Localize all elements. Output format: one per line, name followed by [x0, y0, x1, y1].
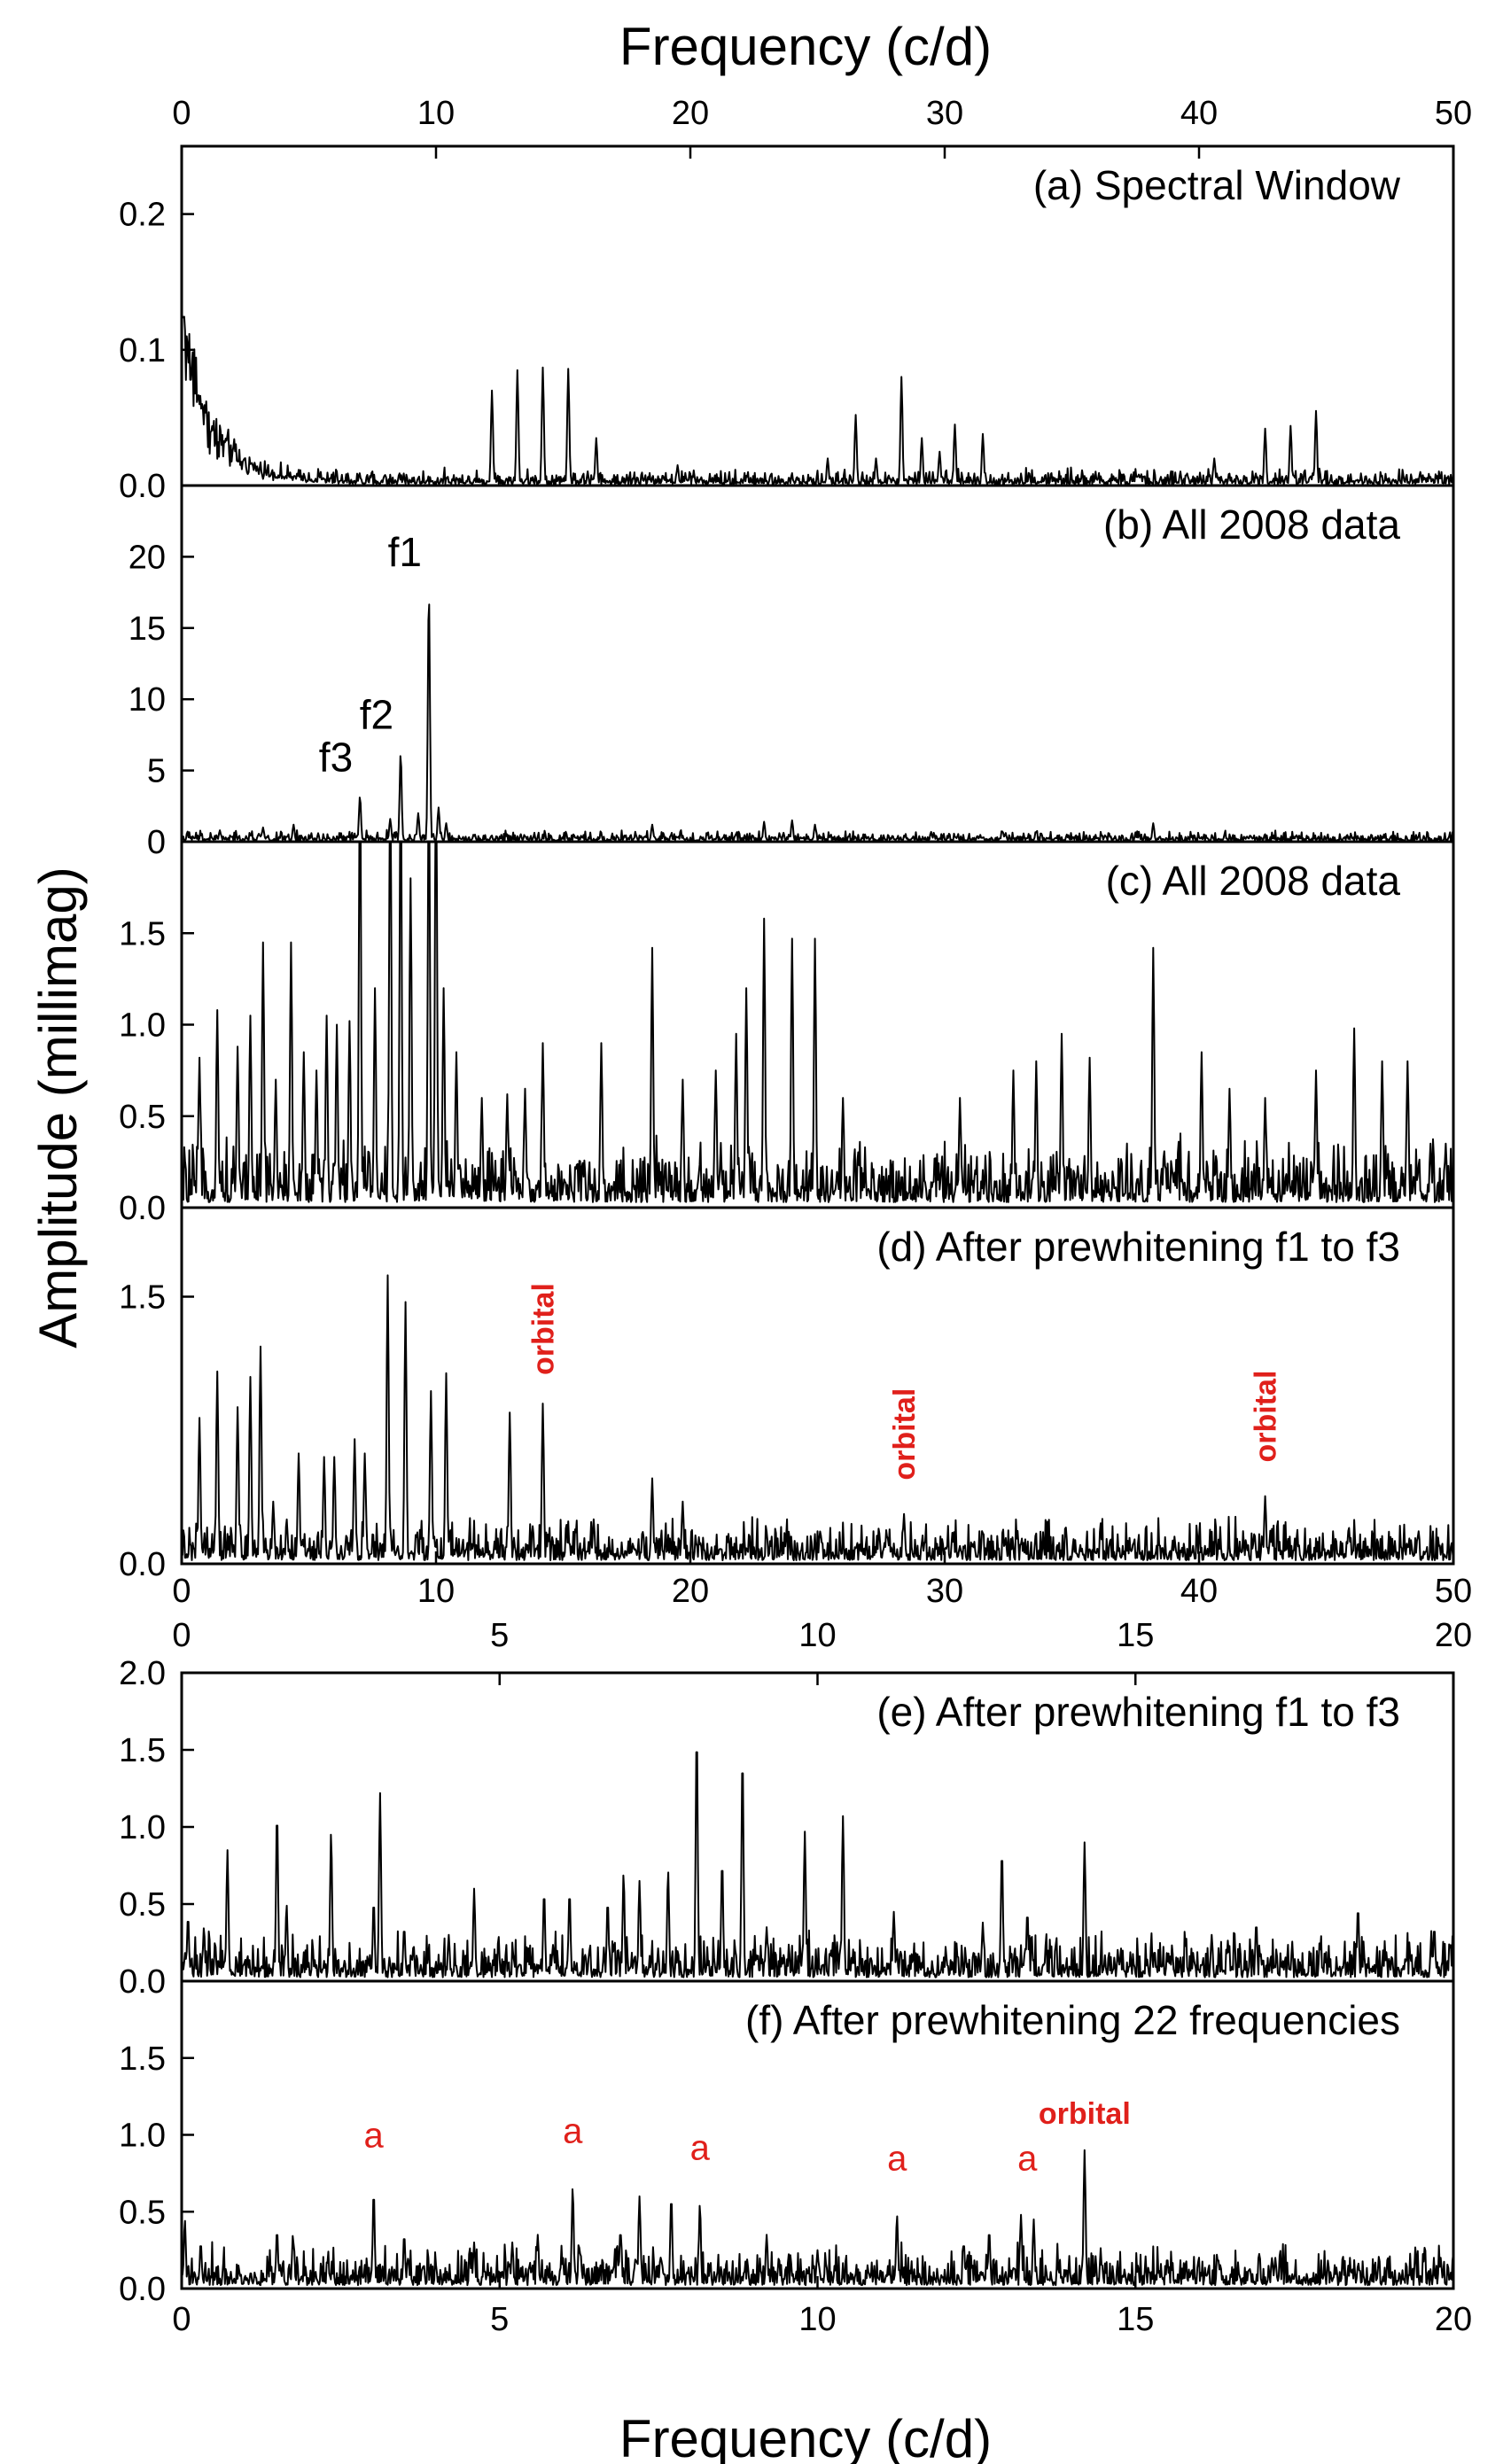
bottom-axis-tick-label-2: 10	[798, 2301, 836, 2338]
peak-label-f2: f2	[360, 691, 393, 737]
y-tick-label-a-0: 0.0	[119, 468, 166, 505]
y-tick-label-b-1: 5	[147, 753, 166, 790]
y-tick-label-b-3: 15	[128, 610, 166, 648]
panel-d-prewhitened-f1-f3: 0.0 1.5 (d) After prewhitening f1 to f3 orb…	[119, 1206, 1455, 1583]
annotation-alias-0: a	[364, 2117, 385, 2156]
y-tick-label-f-0: 0.0	[119, 2271, 166, 2308]
panel-title-c: (c) All 2008 data	[1106, 858, 1401, 904]
annotation-orbital-1: orbital	[888, 1388, 922, 1481]
y-tick-label-f-3: 1.5	[119, 2040, 166, 2078]
mid-upper-axis-tick-label-1: 10	[417, 1573, 455, 1610]
annotation-alias-4: a	[1017, 2140, 1038, 2179]
y-tick-label-f-1: 0.5	[119, 2194, 166, 2231]
y-tick-label-b-2: 10	[128, 681, 166, 719]
top-axis-tick-label-0: 0	[172, 95, 191, 132]
mid-lower-axis-tick-label-0: 0	[172, 1617, 191, 1654]
mid-upper-axis-tick-label-0: 0	[172, 1573, 191, 1610]
y-tick-label-e-2: 1.0	[119, 1809, 166, 1846]
bottom-axis-tick-label-1: 5	[490, 2301, 509, 2338]
peak-label-f3: f3	[319, 735, 353, 781]
mid-upper-axis-tick-label-3: 30	[926, 1573, 963, 1610]
mid-upper-axis-tick-label-2: 20	[672, 1573, 709, 1610]
peak-label-f1: f1	[388, 529, 422, 575]
shared-frequency-axes: 0 10 20 30 40 50 0 10 20 30 40 50 0 5 10 15 20 0 5 10 15 20	[172, 95, 1472, 2338]
spectrum-line-e	[182, 1751, 1453, 1978]
top-axis-tick-label-1: 10	[417, 95, 455, 132]
y-tick-label-a-1: 0.1	[119, 332, 166, 369]
y-tick-label-c-2: 1.0	[119, 1007, 166, 1045]
panel-title-e: (e) After prewhitening f1 to f3	[876, 1689, 1400, 1735]
y-tick-label-c-1: 0.5	[119, 1099, 166, 1136]
mid-upper-axis-tick-label-4: 40	[1180, 1573, 1218, 1610]
bottom-axis-title: Frequency (c/d)	[619, 2409, 992, 2464]
panel-c-all-2008-data-zoom: 0.0 0.5 1.0 1.5 (c) All 2008 data	[119, 840, 1455, 1227]
y-tick-label-e-3: 1.5	[119, 1732, 166, 1769]
spectrum-line-a	[182, 311, 1453, 486]
annotation-orbital-5: orbital	[1039, 2097, 1131, 2131]
y-tick-label-e-0: 0.0	[119, 1963, 166, 2001]
spectrum-line-d	[182, 1274, 1453, 1561]
y-tick-label-c-3: 1.5	[119, 915, 166, 952]
y-tick-label-e-1: 0.5	[119, 1886, 166, 1924]
mid-upper-axis-tick-label-5: 50	[1435, 1573, 1472, 1610]
y-tick-label-f-2: 1.0	[119, 2118, 166, 2155]
mid-lower-axis-tick-label-2: 10	[798, 1617, 836, 1654]
spectrum-line-c	[182, 842, 1453, 1203]
mid-lower-axis-tick-label-3: 15	[1117, 1617, 1154, 1654]
bottom-axis-tick-label-4: 20	[1435, 2301, 1472, 2338]
mid-lower-axis-tick-label-4: 20	[1435, 1617, 1472, 1654]
mid-lower-axis-tick-label-1: 5	[490, 1617, 509, 1654]
panel-title-f: (f) After prewhitening 22 frequencies	[745, 1997, 1400, 2043]
panel-title-b: (b) All 2008 data	[1103, 501, 1400, 548]
annotation-alias-1: a	[563, 2111, 583, 2150]
y-tick-label-d-1: 1.5	[119, 1279, 166, 1317]
panel-title-a: (a) Spectral Window	[1033, 162, 1401, 208]
y-axis-title: Amplitude (millimag)	[28, 867, 88, 1348]
top-axis-title: Frequency (c/d)	[619, 17, 992, 76]
bottom-axis-tick-label-3: 15	[1117, 2301, 1154, 2338]
top-axis-tick-label-4: 40	[1180, 95, 1218, 132]
bottom-axis-tick-label-0: 0	[172, 2301, 191, 2338]
y-tick-label-d-0: 0.0	[119, 1546, 166, 1583]
y-tick-label-b-0: 0	[147, 824, 166, 861]
annotation-orbital-0: orbital	[527, 1283, 561, 1375]
top-axis-tick-label-5: 50	[1435, 95, 1472, 132]
annotation-alias-2: a	[690, 2129, 711, 2168]
top-axis-tick-label-3: 30	[926, 95, 963, 132]
panel-frame-d	[180, 1206, 1455, 1566]
annotation-alias-3: a	[887, 2140, 907, 2179]
y-tick-label-b-4: 20	[128, 539, 166, 576]
annotation-orbital-2: orbital	[1250, 1371, 1283, 1463]
spectrum-line-f	[182, 2149, 1453, 2287]
y-tick-label-e-4: 2.0	[119, 1655, 166, 1692]
panel-title-d: (d) After prewhitening f1 to f3	[876, 1224, 1400, 1270]
y-tick-label-a-2: 0.2	[119, 197, 166, 234]
top-axis-tick-label-2: 20	[672, 95, 709, 132]
y-tick-label-c-0: 0.0	[119, 1190, 166, 1227]
